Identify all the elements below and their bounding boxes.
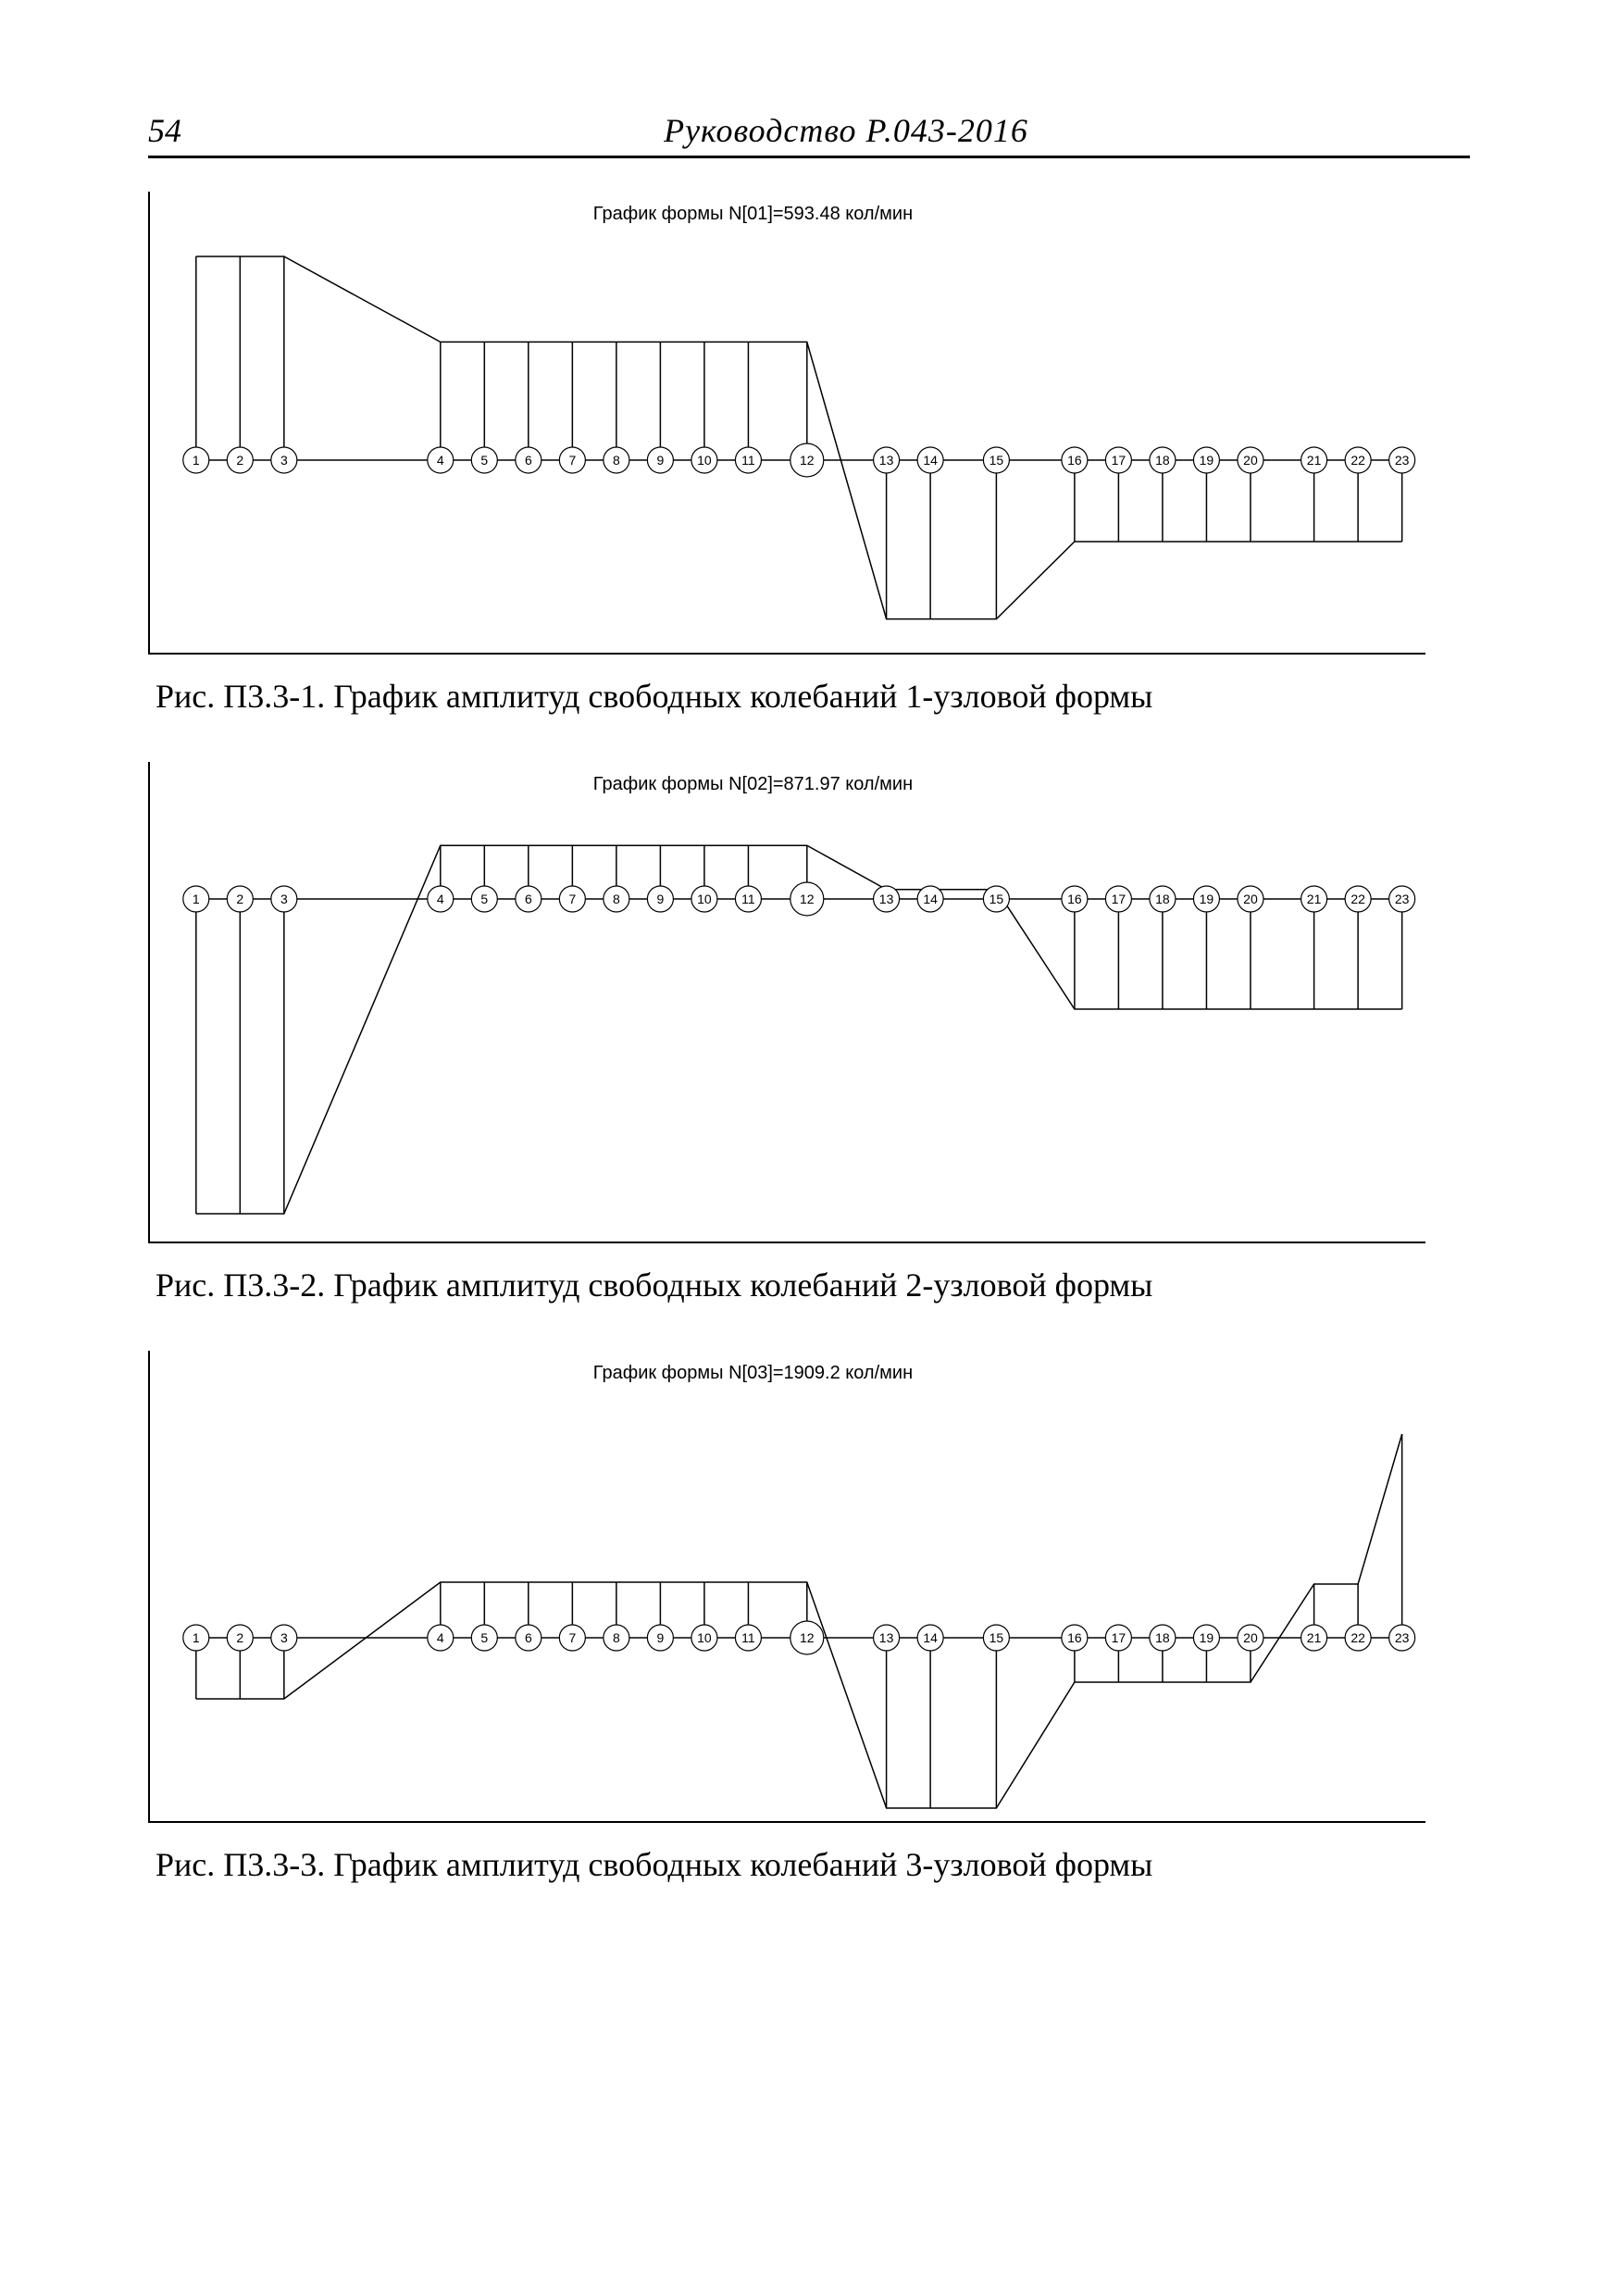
- node-label: 13: [879, 1630, 894, 1645]
- node-label: 15: [989, 1630, 1004, 1645]
- chart3-frame: График формы N[03]=1909.2 кол/мин1234567…: [148, 1351, 1425, 1823]
- node-label: 9: [657, 1630, 665, 1645]
- chart1-caption: Рис. П3.3-1. График амплитуд свободных к…: [148, 677, 1470, 716]
- node-label: 8: [613, 1630, 620, 1645]
- node-label: 4: [437, 892, 444, 906]
- node-label: 3: [280, 453, 288, 468]
- node-label: 10: [697, 453, 712, 468]
- page-header: 54 Руководство Р.043-2016: [148, 111, 1470, 158]
- node-label: 14: [923, 1630, 938, 1645]
- node-label: 17: [1112, 1630, 1126, 1645]
- node-label: 1: [193, 1630, 200, 1645]
- node-label: 13: [879, 453, 894, 468]
- node-label: 11: [741, 1630, 755, 1645]
- node-label: 6: [525, 892, 532, 906]
- node-label: 19: [1200, 1630, 1214, 1645]
- node-label: 19: [1200, 892, 1214, 906]
- node-label: 21: [1307, 892, 1322, 906]
- node-label: 15: [989, 892, 1004, 906]
- node-label: 20: [1243, 453, 1258, 468]
- node-label: 22: [1350, 1630, 1365, 1645]
- page-number: 54: [148, 111, 222, 150]
- node-label: 1: [193, 453, 200, 468]
- chart2-caption: Рис. П3.3-2. График амплитуд свободных к…: [148, 1266, 1470, 1304]
- node-label: 22: [1350, 453, 1365, 468]
- node-label: 3: [280, 892, 288, 906]
- node-label: 17: [1112, 892, 1126, 906]
- page: 54 Руководство Р.043-2016 График формы N…: [0, 0, 1618, 2296]
- node-label: 2: [236, 1630, 243, 1645]
- node-label: 11: [741, 453, 755, 468]
- node-label: 18: [1155, 892, 1170, 906]
- node-label: 10: [697, 892, 712, 906]
- node-label: 2: [236, 892, 243, 906]
- node-label: 12: [800, 453, 815, 468]
- node-label: 6: [525, 1630, 532, 1645]
- node-label: 21: [1307, 453, 1322, 468]
- node-label: 20: [1243, 1630, 1258, 1645]
- chart1-frame: График формы N[01]=593.48 кол/мин1234567…: [148, 192, 1425, 655]
- node-label: 9: [657, 892, 665, 906]
- node-label: 5: [480, 453, 488, 468]
- node-label: 16: [1067, 892, 1082, 906]
- figure-block: График формы N[01]=593.48 кол/мин1234567…: [148, 192, 1470, 716]
- node-label: 8: [613, 892, 620, 906]
- node-label: 23: [1395, 453, 1410, 468]
- node-label: 13: [879, 892, 894, 906]
- node-label: 16: [1067, 453, 1082, 468]
- node-label: 23: [1395, 1630, 1410, 1645]
- node-label: 14: [923, 453, 938, 468]
- node-label: 15: [989, 453, 1004, 468]
- node-label: 4: [437, 453, 444, 468]
- chart3-caption: Рис. П3.3-3. График амплитуд свободных к…: [148, 1845, 1470, 1884]
- chart2-frame: График формы N[02]=871.97 кол/мин1234567…: [148, 762, 1425, 1243]
- node-label: 10: [697, 1630, 712, 1645]
- node-label: 18: [1155, 1630, 1170, 1645]
- node-label: 7: [568, 453, 576, 468]
- figure-block: График формы N[03]=1909.2 кол/мин1234567…: [148, 1351, 1470, 1884]
- node-label: 12: [800, 1630, 815, 1645]
- node-label: 7: [568, 892, 576, 906]
- node-label: 5: [480, 1630, 488, 1645]
- node-label: 8: [613, 453, 620, 468]
- node-label: 22: [1350, 892, 1365, 906]
- node-label: 2: [236, 453, 243, 468]
- node-label: 16: [1067, 1630, 1082, 1645]
- node-label: 14: [923, 892, 938, 906]
- node-label: 20: [1243, 892, 1258, 906]
- figure-block: График формы N[02]=871.97 кол/мин1234567…: [148, 762, 1470, 1304]
- figures-container: График формы N[01]=593.48 кол/мин1234567…: [148, 192, 1470, 1884]
- node-label: 7: [568, 1630, 576, 1645]
- chart2-title: График формы N[02]=871.97 кол/мин: [593, 774, 913, 794]
- node-label: 6: [525, 453, 532, 468]
- node-label: 21: [1307, 1630, 1322, 1645]
- header-title: Руководство Р.043-2016: [222, 111, 1470, 150]
- node-label: 12: [800, 892, 815, 906]
- chart1-title: График формы N[01]=593.48 кол/мин: [593, 204, 913, 224]
- node-label: 17: [1112, 453, 1126, 468]
- node-label: 9: [657, 453, 665, 468]
- node-label: 11: [741, 892, 755, 906]
- node-label: 1: [193, 892, 200, 906]
- chart3-title: График формы N[03]=1909.2 кол/мин: [593, 1363, 913, 1383]
- node-label: 4: [437, 1630, 444, 1645]
- node-label: 5: [480, 892, 488, 906]
- node-label: 19: [1200, 453, 1214, 468]
- node-label: 18: [1155, 453, 1170, 468]
- node-label: 3: [280, 1630, 288, 1645]
- node-label: 23: [1395, 892, 1410, 906]
